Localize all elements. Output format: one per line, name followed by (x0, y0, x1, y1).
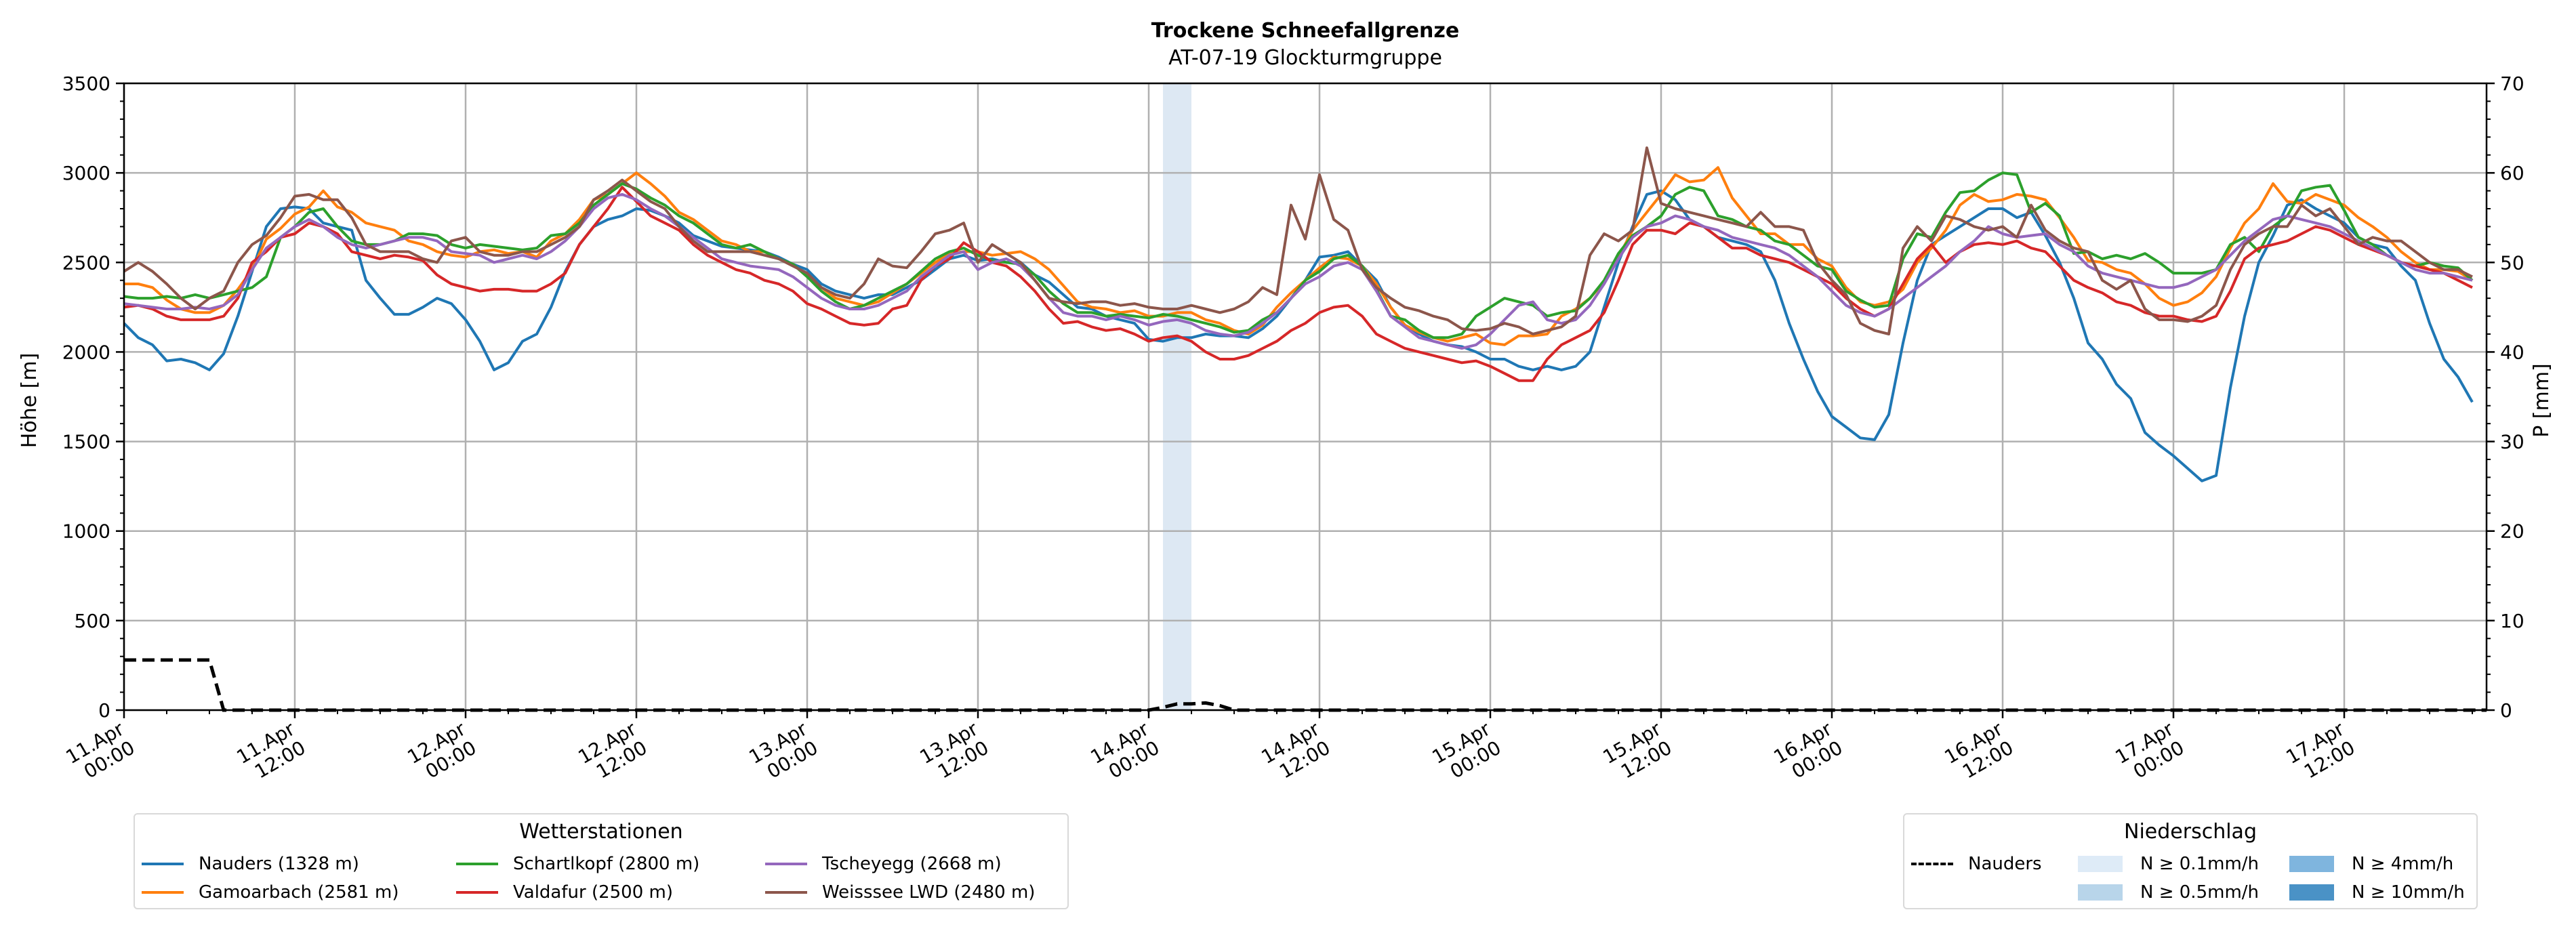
series-line-weisssee (123, 146, 2473, 335)
axes: 0 500 1000 1500 2000 2500 3000 3500 0 10 20 30 40 50 6… (62, 73, 2524, 783)
legend-entry-schartlkopf[interactable]: Schartlkopf (2800 m) (456, 854, 699, 874)
precip-band (1163, 83, 1191, 710)
legend-swatch-precip-01 (2078, 856, 2123, 872)
legend-entry-gamoarbach[interactable]: Gamoarbach (2581 m) (142, 882, 398, 903)
legend-swatch-valdafur (456, 891, 498, 894)
legend-label: N ≥ 0.5mm/h (2140, 882, 2260, 903)
y-tick-label: 0 (98, 699, 110, 722)
legend-label: N ≥ 4mm/h (2352, 854, 2454, 874)
legend-swatch-tscheyegg (765, 863, 807, 865)
y2-tick-label: 40 (2500, 341, 2524, 363)
y-tick-label: 2500 (62, 251, 110, 274)
legend-swatch-precip-4 (2289, 856, 2334, 872)
y2-tick-label: 50 (2500, 251, 2524, 274)
legend-swatch-precip-10 (2289, 884, 2334, 901)
y-tick-label: 2000 (62, 341, 110, 363)
y-tick-label: 1000 (62, 520, 110, 543)
y-tick-label: 3500 (62, 73, 110, 95)
y2-axis-label: P [mm] (2530, 363, 2554, 437)
series-line-nauders (123, 189, 2474, 482)
legend-stations: Wetterstationen Nauders (1328 m) Gamoarb… (134, 813, 1069, 909)
legend-entry-precip-01[interactable]: N ≥ 0.1mm/h (2078, 854, 2259, 874)
legend-precip-title: Niederschlag (2124, 820, 2257, 844)
legend-label: Gamoarbach (2581 m) (199, 882, 399, 903)
legend-label: N ≥ 10mm/h (2352, 882, 2465, 903)
legend-label: Schartlkopf (2800 m) (513, 854, 700, 874)
legend-entry-tscheyegg[interactable]: Tscheyegg (2668 m) (765, 854, 1002, 874)
y-tick-label: 3000 (62, 162, 110, 184)
legend-label: Nauders (1968, 854, 2042, 874)
legend-entry-valdafur[interactable]: Valdafur (2500 m) (456, 882, 673, 903)
y-axis-label: Höhe [m] (18, 353, 41, 449)
legend-swatch-schartlkopf (456, 863, 498, 865)
chart-subtitle: AT-07-19 Glockturmgruppe (1168, 46, 1442, 70)
series-line-valdafur (123, 186, 2473, 382)
legend-label: Weisssee LWD (2480 m) (822, 882, 1036, 903)
chart-title: Trockene Schneefallgrenze (1151, 19, 1459, 43)
legend-swatch-weisssee (765, 891, 807, 894)
series-line-tscheyegg (123, 192, 2473, 350)
precip-bands (1163, 83, 1191, 710)
legend-swatch-nauders (142, 863, 184, 865)
legend-swatch-gamoarbach (142, 891, 184, 894)
legend-entry-precip-10[interactable]: N ≥ 10mm/h (2289, 882, 2465, 903)
legend-entry-precip-4[interactable]: N ≥ 4mm/h (2289, 854, 2453, 874)
y2-tick-label: 20 (2500, 520, 2524, 543)
plot-frame (123, 82, 2488, 711)
legend-label: Nauders (1328 m) (199, 854, 359, 874)
legend-precip: Niederschlag Nauders N ≥ 0.1mm/h N ≥ 0.5… (1903, 813, 2478, 909)
legend-label: Tscheyegg (2668 m) (822, 854, 1002, 874)
y2-tick-label: 0 (2500, 699, 2512, 722)
legend-swatch-precip-nauders (1911, 863, 1953, 865)
series-lines (123, 146, 2487, 712)
legend-swatch-precip-05 (2078, 884, 2123, 901)
y2-tick-label: 10 (2500, 610, 2524, 632)
y-tick-label: 1500 (62, 431, 110, 453)
y2-tick-label: 60 (2500, 162, 2524, 184)
y-tick-label: 500 (75, 610, 110, 632)
grid (123, 82, 2487, 711)
precip-line-nauders (124, 658, 2487, 712)
legend-entry-weisssee[interactable]: Weisssee LWD (2480 m) (765, 882, 1035, 903)
legend-entry-precip-nauders[interactable]: Nauders (1911, 854, 2042, 874)
legend-label: N ≥ 0.1mm/h (2140, 854, 2260, 874)
legend-entry-nauders[interactable]: Nauders (1328 m) (142, 854, 359, 874)
legend-stations-title: Wetterstationen (519, 820, 683, 844)
legend-label: Valdafur (2500 m) (513, 882, 673, 903)
legend-entry-precip-05[interactable]: N ≥ 0.5mm/h (2078, 882, 2259, 903)
y2-tick-label: 70 (2500, 73, 2524, 95)
y2-tick-label: 30 (2500, 431, 2524, 453)
